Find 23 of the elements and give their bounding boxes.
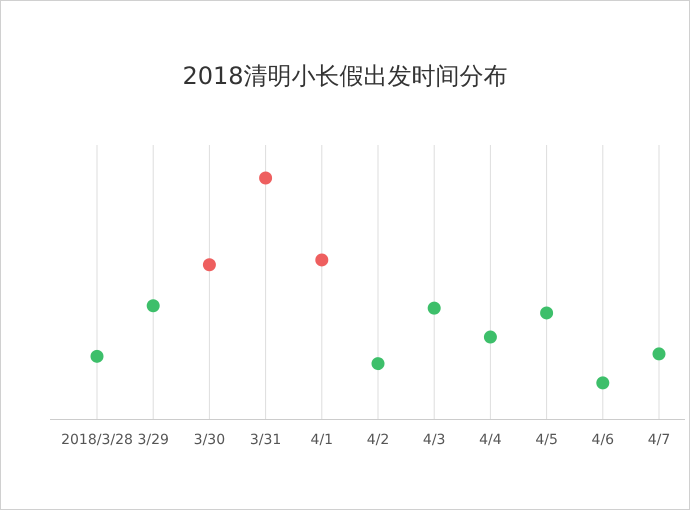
x-tick-label: 4/3 — [422, 432, 446, 448]
point — [315, 253, 328, 266]
x-tick-label: 4/2 — [366, 432, 390, 448]
point — [90, 350, 104, 363]
x-tick-label: 4/4 — [479, 432, 502, 448]
point — [540, 306, 554, 320]
point — [652, 347, 666, 360]
x-tick-label: 3/29 — [137, 432, 169, 448]
chart-title: 2018清明小长假出发时间分布 — [182, 62, 508, 90]
point — [372, 357, 384, 370]
x-tick-label: 4/6 — [592, 432, 614, 448]
point — [484, 330, 497, 344]
x-tick-label: 2018/3/28 — [61, 432, 133, 448]
point — [259, 172, 272, 184]
x-tick-label: 3/30 — [194, 432, 226, 448]
x-tick-label: 4/1 — [310, 432, 334, 448]
x-tick-label: 4/7 — [648, 432, 670, 448]
point — [146, 299, 160, 312]
x-tick-label: 4/5 — [535, 432, 558, 448]
point — [428, 302, 441, 315]
point — [202, 258, 216, 272]
point — [596, 376, 610, 390]
x-tick-label: 3/31 — [250, 432, 282, 448]
